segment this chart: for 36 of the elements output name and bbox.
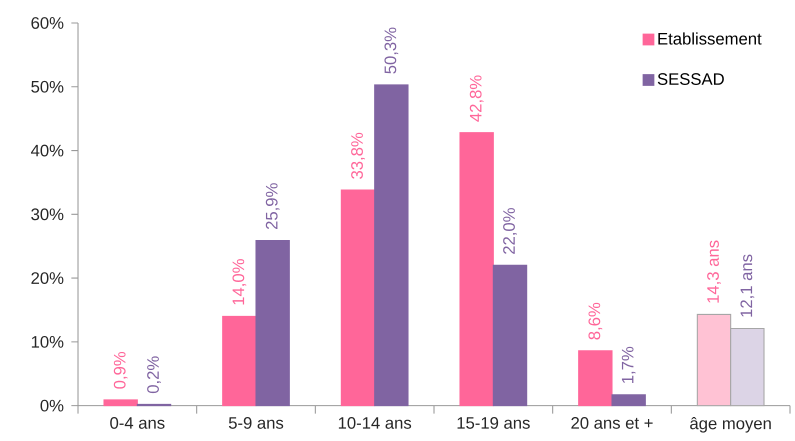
x-tick-label: 0-4 ans — [110, 417, 165, 429]
y-tick-label: 0% — [40, 400, 64, 412]
y-tick-label: 20% — [31, 272, 64, 284]
y-tick-label: 60% — [31, 17, 64, 29]
data-label: 12,1 ans — [740, 254, 754, 317]
bar — [578, 350, 613, 406]
x-tick-label: 5-9 ans — [228, 417, 284, 429]
bar — [340, 190, 376, 406]
bar — [222, 316, 257, 406]
y-tick-label: 40% — [30, 144, 64, 156]
bar — [103, 399, 138, 406]
x-tick-label: 15-19 ans — [458, 417, 530, 429]
data-label: 42,8% — [470, 75, 484, 122]
bar — [492, 264, 528, 406]
data-label: 1,7% — [622, 346, 636, 383]
legend-label: Etablissement — [658, 32, 762, 45]
bar — [459, 132, 494, 406]
x-tick-label: 20 ans et + — [571, 417, 653, 429]
legend-label: SESSAD — [658, 73, 724, 85]
data-label: 33,8% — [351, 132, 365, 179]
y-tick-label: 50% — [31, 80, 64, 93]
data-label: 0,9% — [114, 352, 128, 389]
x-tick-label: âge moyen — [690, 417, 771, 433]
bar — [611, 394, 646, 406]
data-label: 25,9% — [266, 183, 280, 230]
data-label: 14,0% — [232, 259, 246, 304]
data-label: 14,3 ans — [707, 240, 721, 303]
y-tick-label: 30% — [31, 208, 64, 220]
bar — [255, 240, 290, 406]
data-label: 0,2% — [147, 356, 161, 394]
data-label: 50,3% — [384, 28, 398, 74]
y-tick-label: 10% — [32, 336, 64, 348]
x-tick-label: 10-14 ans — [338, 417, 412, 429]
data-label: 22,0% — [503, 208, 517, 254]
bar — [374, 84, 409, 406]
data-label: 8,6% — [588, 302, 602, 340]
